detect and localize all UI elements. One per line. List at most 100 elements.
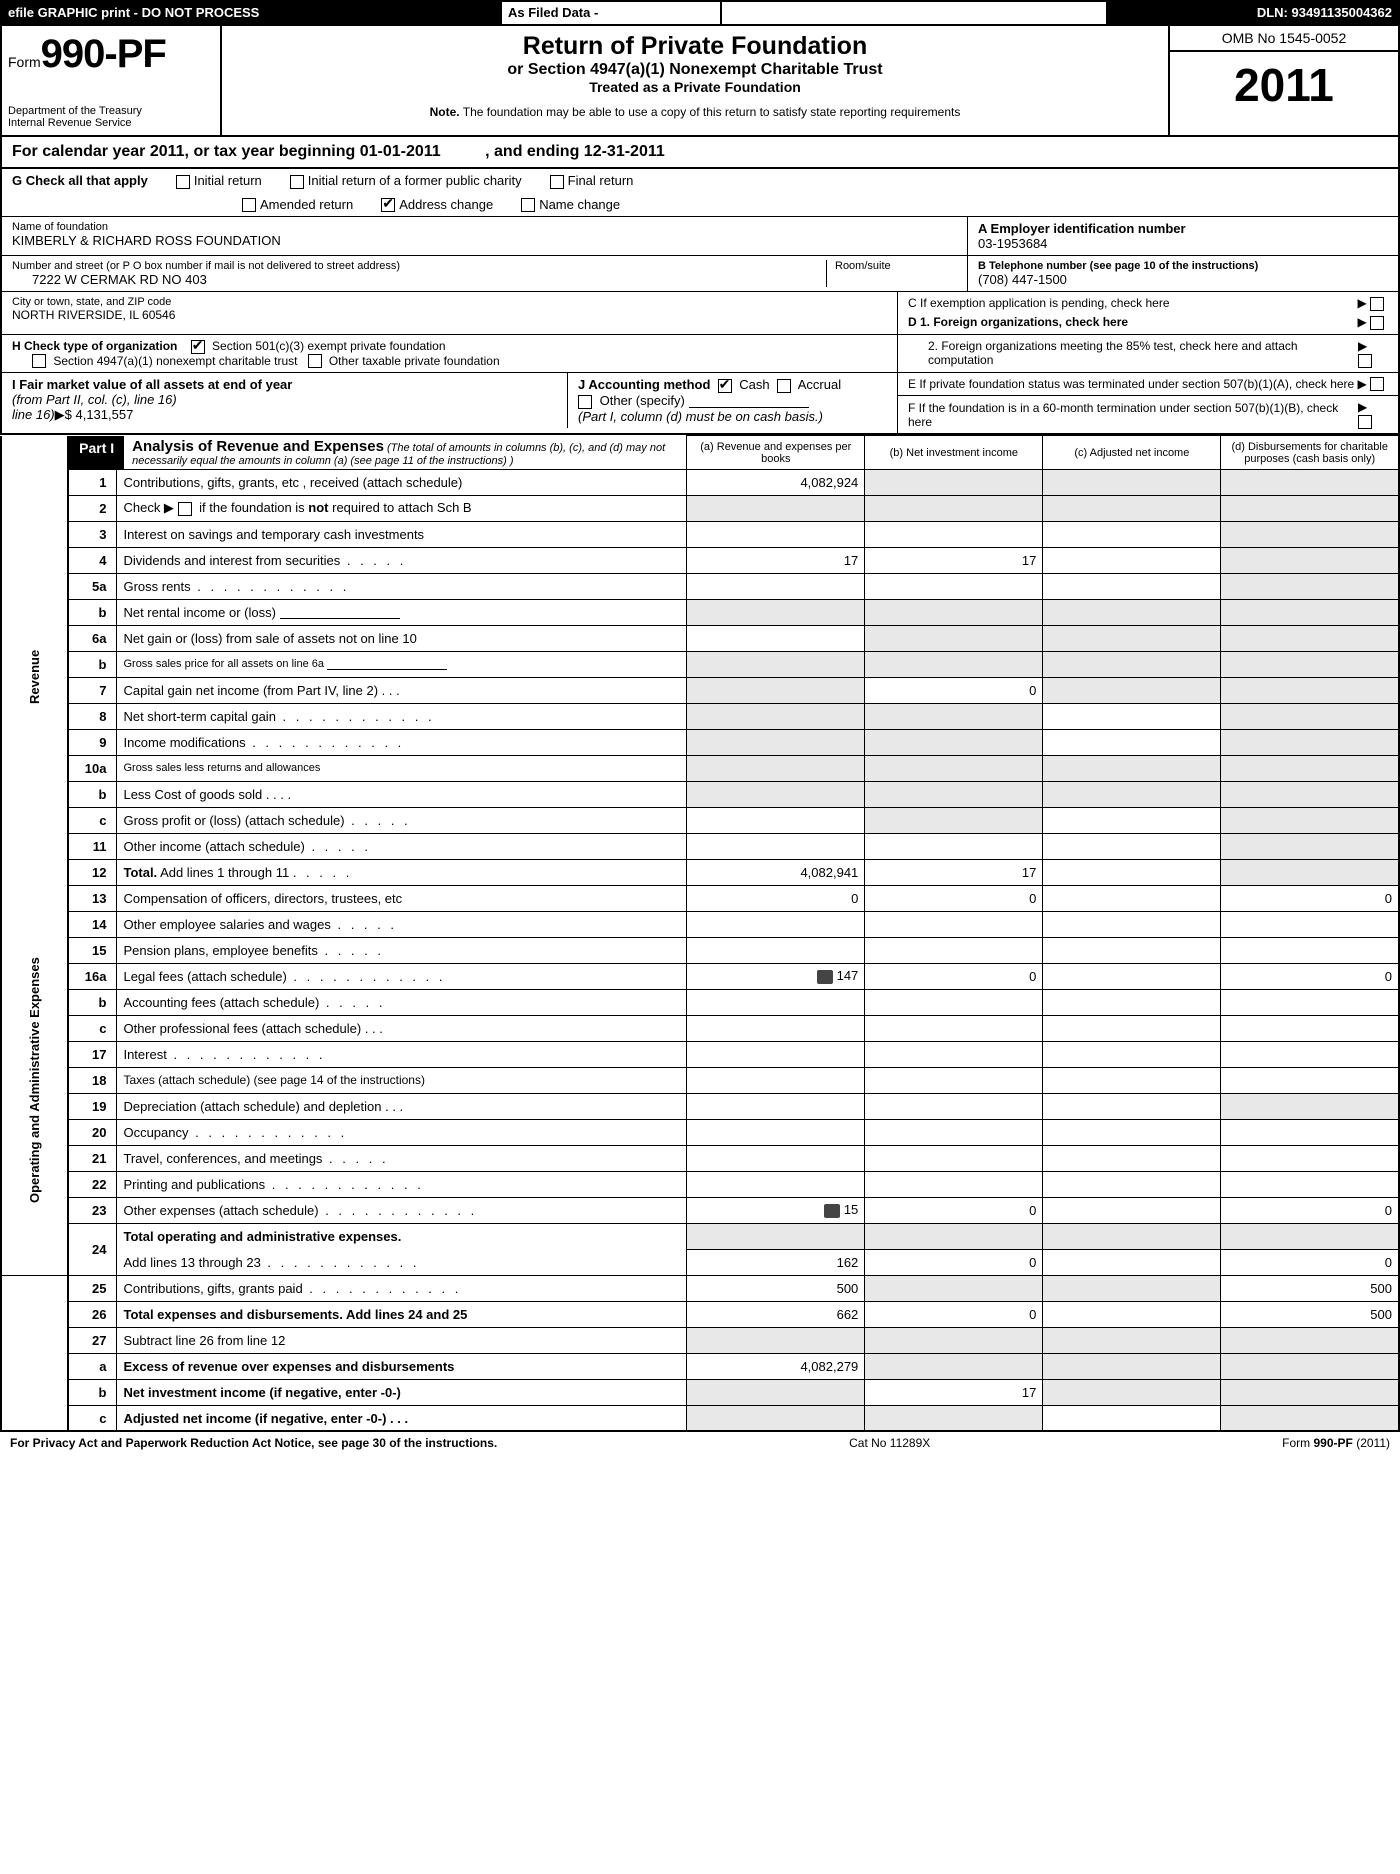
- i-value: 4,131,557: [72, 407, 133, 422]
- cb-initial-former[interactable]: [290, 175, 304, 189]
- cb-amended[interactable]: [242, 198, 256, 212]
- r12-b: 17: [865, 859, 1043, 885]
- r5a-n: 5a: [68, 573, 117, 599]
- r16a-b: 0: [865, 963, 1043, 989]
- r24b-a: 162: [687, 1249, 865, 1275]
- r16b-d: Accounting fees (attach schedule): [123, 995, 385, 1010]
- r26-a: 662: [687, 1301, 865, 1327]
- r27c-d: Adjusted net income (if negative, enter …: [123, 1411, 386, 1426]
- i-arrow: ▶$: [55, 407, 72, 422]
- lbl-namechange: Name change: [539, 197, 620, 212]
- cal-begin: 01-01-2011: [360, 143, 441, 160]
- lbl-amended: Amended return: [260, 197, 353, 212]
- h-opt2a: Section 4947(a)(1) nonexempt charitable …: [53, 354, 297, 368]
- cb-c[interactable]: [1370, 297, 1384, 311]
- r24-d: Total operating and administrative expen…: [117, 1223, 687, 1249]
- city-label: City or town, state, and ZIP code: [12, 296, 887, 308]
- form-word: Form: [8, 54, 41, 70]
- r7-n: 7: [68, 677, 117, 703]
- street-label: Number and street (or P O box number if …: [12, 260, 818, 272]
- j-accrual: Accrual: [798, 377, 841, 392]
- r5b-d: Net rental income or (loss): [123, 605, 275, 620]
- r9-d: Income modifications: [123, 735, 404, 750]
- phone-label: B Telephone number (see page 10 of the i…: [978, 260, 1258, 272]
- cb-initial[interactable]: [176, 175, 190, 189]
- dept-treasury: Department of the Treasury: [8, 105, 214, 117]
- r10a-d: Gross sales less returns and allowances: [117, 755, 687, 781]
- r23-d: Other expenses (attach schedule): [123, 1203, 477, 1218]
- r26-b: 0: [865, 1301, 1043, 1327]
- r23-n: 23: [68, 1197, 117, 1223]
- cal-mid: , and ending: [485, 143, 584, 160]
- r14-n: 14: [68, 911, 117, 937]
- r12-n: 12: [68, 859, 117, 885]
- cb-cash[interactable]: [718, 379, 732, 393]
- r11-d: Other income (attach schedule): [123, 839, 371, 854]
- cb-address[interactable]: [381, 198, 395, 212]
- r7-b: 0: [865, 677, 1043, 703]
- cb-d2[interactable]: [1358, 354, 1372, 368]
- cal-end: 12-31-2011: [584, 143, 665, 160]
- c-label: C If exemption application is pending, c…: [908, 296, 1170, 311]
- r16c-n: c: [68, 1015, 117, 1041]
- top-bar: efile GRAPHIC print - DO NOT PROCESS As …: [0, 0, 1400, 26]
- r26-dv: 500: [1221, 1301, 1399, 1327]
- i-block: I Fair market value of all assets at end…: [2, 373, 567, 427]
- attach-icon[interactable]: [817, 970, 833, 984]
- r25-n: 25: [68, 1275, 117, 1301]
- j-cash: Cash: [739, 377, 769, 392]
- r17-d: Interest: [123, 1047, 325, 1062]
- r9-n: 9: [68, 729, 117, 755]
- r15-n: 15: [68, 937, 117, 963]
- cb-h2a[interactable]: [32, 354, 46, 368]
- cb-h2b[interactable]: [308, 354, 322, 368]
- form-no-big: 990-PF: [41, 32, 166, 76]
- check-g-block: G Check all that apply Initial return In…: [0, 169, 1400, 217]
- r16a-n: 16a: [68, 963, 117, 989]
- col-d-header: (d) Disbursements for charitable purpose…: [1221, 436, 1399, 470]
- footer-right: Form 990-PF (2011): [1282, 1436, 1390, 1450]
- r27a-d: Excess of revenue over expenses and disb…: [117, 1353, 687, 1379]
- r4-n: 4: [68, 547, 117, 573]
- r20-n: 20: [68, 1119, 117, 1145]
- cb-e[interactable]: [1370, 377, 1384, 391]
- r7-d: Capital gain net income (from Part IV, l…: [123, 683, 378, 698]
- attach-icon-2[interactable]: [824, 1204, 840, 1218]
- r27a-a: 4,082,279: [687, 1353, 865, 1379]
- g-label: G Check all that apply: [12, 173, 148, 188]
- r5a-d: Gross rents: [123, 579, 349, 594]
- calendar-year-row: For calendar year 2011, or tax year begi…: [0, 137, 1400, 169]
- j-other: Other (specify): [600, 393, 685, 408]
- r20-d: Occupancy: [123, 1125, 347, 1140]
- cb-accrual[interactable]: [777, 379, 791, 393]
- form-number: Form990-PF: [8, 32, 214, 77]
- r27b-b: 17: [865, 1379, 1043, 1405]
- j-label: J Accounting method: [578, 377, 710, 392]
- tax-year: 2011: [1170, 52, 1398, 118]
- dept-irs: Internal Revenue Service: [8, 117, 214, 129]
- name-row: Name of foundation KIMBERLY & RICHARD RO…: [0, 217, 1400, 256]
- title-sub2: Treated as a Private Foundation: [232, 79, 1158, 95]
- r1-n: 1: [68, 469, 117, 495]
- col-b-header: (b) Net investment income: [865, 436, 1043, 470]
- r2-n: 2: [68, 495, 117, 521]
- cb-schb[interactable]: [178, 502, 192, 516]
- r27c-n: c: [68, 1405, 117, 1431]
- r13-d-val: 0: [1221, 885, 1399, 911]
- cb-namechange[interactable]: [521, 198, 535, 212]
- title-sub1: or Section 4947(a)(1) Nonexempt Charitab…: [232, 61, 1158, 79]
- efile-label: efile GRAPHIC print - DO NOT PROCESS: [2, 2, 502, 24]
- dln-label: DLN: 93491135004362: [1108, 2, 1398, 24]
- cb-d1[interactable]: [1370, 316, 1384, 330]
- r25-a: 500: [687, 1275, 865, 1301]
- r21-n: 21: [68, 1145, 117, 1171]
- r24b-dv: 0: [1221, 1249, 1399, 1275]
- cb-final[interactable]: [550, 175, 564, 189]
- header-note: Note. The foundation may be able to use …: [232, 105, 1158, 119]
- cb-other[interactable]: [578, 395, 592, 409]
- cb-h1[interactable]: [191, 340, 205, 354]
- r4-a: 17: [687, 547, 865, 573]
- omb-number: OMB No 1545-0052: [1170, 26, 1398, 52]
- r6b-d: Gross sales price for all assets on line…: [123, 658, 324, 670]
- cb-f[interactable]: [1358, 415, 1372, 429]
